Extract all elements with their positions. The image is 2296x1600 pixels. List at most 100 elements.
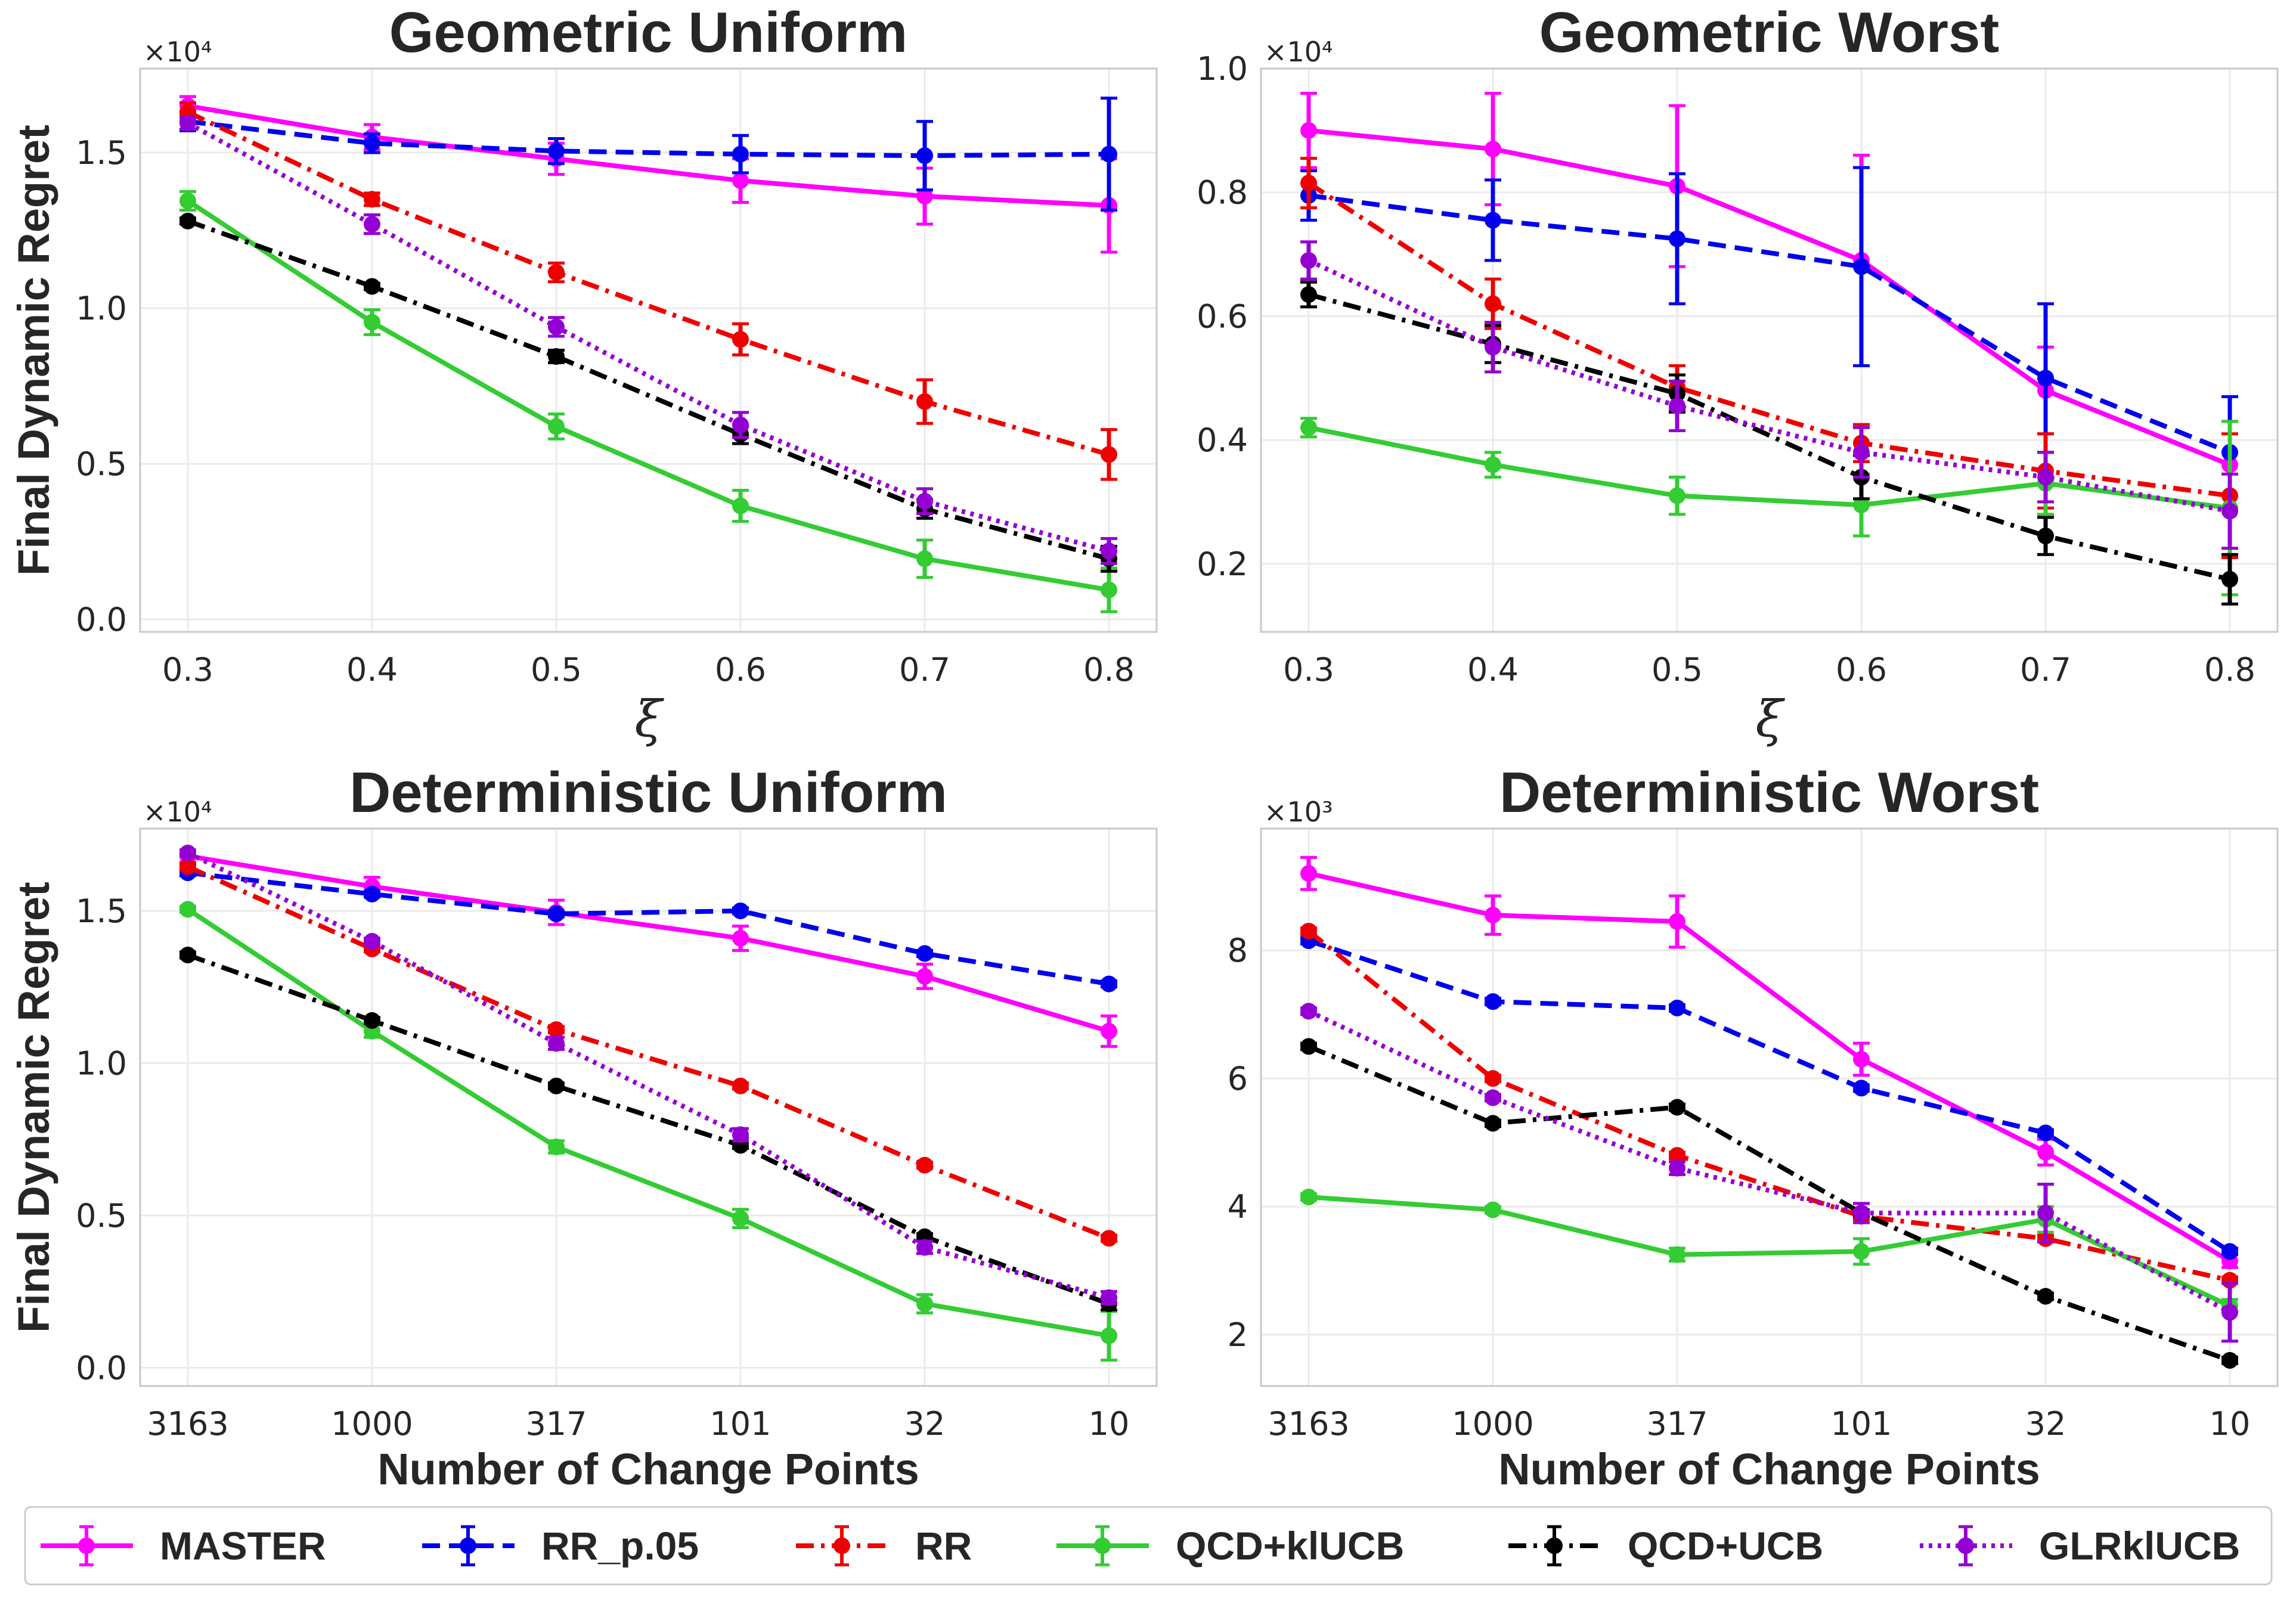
data-point — [1101, 1230, 1117, 1247]
x-tick-label: 0.6 — [715, 651, 766, 689]
y-tick-label: 0.2 — [1197, 545, 1248, 583]
data-point — [364, 1012, 380, 1029]
y-tick-label: 6 — [1228, 1060, 1248, 1097]
data-point — [1300, 865, 1317, 882]
data-point — [732, 1210, 749, 1227]
data-point — [1669, 397, 1685, 414]
data-point — [179, 947, 196, 964]
chart-title: Geometric Worst — [1539, 1, 2000, 64]
axes-frame — [1260, 67, 2279, 633]
data-point — [1101, 1289, 1117, 1306]
data-point — [364, 314, 380, 331]
x-tick-label: 0.7 — [899, 651, 950, 689]
legend-label: MASTER — [160, 1524, 326, 1568]
data-point — [1485, 141, 1501, 157]
panel-deterministic-worst: 3163 1000 317 101 32 10 2 4 6 8 ×10³ Deterministic … — [1228, 761, 2279, 1494]
axis-multiplier: ×10⁴ — [1264, 36, 1333, 68]
x-axis-label: Number of Change Points — [1498, 1444, 2040, 1494]
data-point — [2221, 1243, 2238, 1260]
series-line — [187, 851, 1110, 1300]
data-point — [1853, 497, 1870, 514]
data-point — [1853, 1080, 1870, 1097]
data-point — [1853, 444, 1870, 461]
legend-entry: RR — [796, 1524, 972, 1568]
chart-title: Geometric Uniform — [389, 1, 907, 64]
x-tick-label: 0.5 — [531, 651, 582, 689]
legend-marker — [1957, 1537, 1974, 1554]
legend-marker — [1094, 1537, 1111, 1554]
data-point — [1669, 1159, 1685, 1177]
data-point — [916, 968, 933, 985]
data-point — [364, 933, 380, 950]
series-GLRklUCB — [179, 844, 1117, 1306]
x-axis-label: ξ — [634, 690, 664, 748]
y-tick-label: 1.0 — [1197, 50, 1248, 88]
series-line — [1308, 1194, 2231, 1308]
series-line — [186, 907, 1110, 1338]
legend-label: RR_p.05 — [541, 1524, 699, 1568]
series-line — [187, 110, 1110, 457]
axes-frame — [139, 827, 1158, 1387]
data-point — [1300, 252, 1317, 269]
legend-marker — [460, 1537, 476, 1554]
data-point — [2221, 1304, 2238, 1321]
series-GLRklUCB — [179, 114, 1117, 565]
data-point — [1300, 175, 1317, 192]
data-point — [364, 191, 380, 208]
data-point — [548, 1077, 565, 1094]
data-point — [732, 416, 749, 433]
axis-multiplier: ×10⁴ — [143, 796, 212, 828]
series-line — [1307, 258, 2230, 514]
y-tick-label: 0.5 — [76, 1197, 127, 1235]
series-GLRklUCB — [1300, 1003, 2238, 1343]
data-point — [548, 318, 565, 336]
data-point — [364, 885, 380, 903]
data-point — [1485, 339, 1501, 356]
x-tick-label: 0.3 — [162, 651, 213, 689]
x-tick-label: 3163 — [1268, 1405, 1349, 1443]
series-QCD+UCB — [179, 212, 1117, 573]
data-point — [1485, 456, 1501, 473]
y-tick-label: 1.5 — [76, 892, 127, 930]
y-tick-label: 4 — [1228, 1188, 1248, 1226]
legend-label: QCD+UCB — [1628, 1524, 1823, 1568]
y-tick-label: 1.0 — [76, 1044, 127, 1082]
legend-entry: MASTER — [41, 1524, 326, 1568]
series-line — [1308, 128, 2231, 467]
series-line — [186, 199, 1110, 593]
data-point — [1485, 907, 1501, 924]
x-tick-label: 101 — [1830, 1405, 1892, 1443]
data-point — [364, 135, 380, 152]
data-point — [1101, 975, 1117, 993]
data-point — [2037, 469, 2054, 486]
series-RR — [179, 858, 1117, 1247]
data-point — [179, 901, 196, 918]
legend-entry: QCD+UCB — [1508, 1524, 1823, 1568]
y-axis-label: Final Dynamic Regret — [9, 882, 58, 1333]
series-RR — [1300, 157, 2238, 559]
data-point — [1101, 446, 1117, 463]
series-QCD+klUCB — [179, 190, 1117, 613]
x-tick-label: 10 — [2210, 1405, 2251, 1443]
data-point — [732, 902, 749, 919]
data-point — [916, 147, 933, 165]
series-MASTER — [1300, 92, 2238, 510]
data-point — [1853, 1243, 1870, 1260]
legend-marker — [1546, 1537, 1563, 1554]
data-point — [916, 1295, 933, 1313]
y-tick-label: 2 — [1228, 1316, 1248, 1354]
data-point — [916, 492, 933, 510]
data-point — [916, 550, 933, 568]
data-point — [732, 497, 749, 514]
data-point — [548, 1138, 565, 1155]
axis-multiplier: ×10⁴ — [143, 36, 212, 68]
x-tick-label: 32 — [2025, 1405, 2066, 1443]
data-point — [1485, 993, 1501, 1010]
axes-frame — [1260, 827, 2279, 1387]
axis-multiplier: ×10³ — [1264, 796, 1333, 828]
series-MASTER — [179, 847, 1117, 1048]
data-point — [548, 418, 565, 435]
x-tick-label: 1000 — [1452, 1405, 1533, 1443]
x-tick-label: 0.3 — [1283, 651, 1334, 689]
